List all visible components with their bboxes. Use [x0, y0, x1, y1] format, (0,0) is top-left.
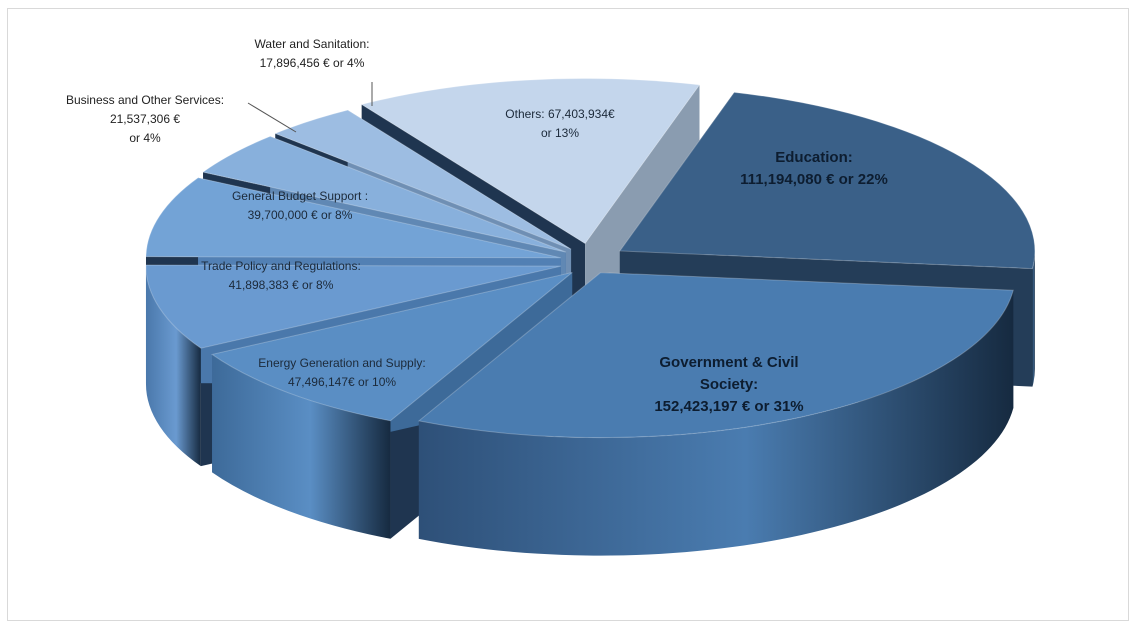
slice-label-7: Others: 67,403,934€ or 13%	[505, 107, 615, 140]
slice-label-line: 152,423,197 € or 31%	[654, 398, 803, 415]
slice-label-line: 17,896,456 € or 4%	[260, 56, 365, 70]
slice-label-4: General Budget Support : 39,700,000 € or …	[232, 189, 368, 222]
slice-label-line: Education:	[775, 149, 853, 166]
slice-top-face	[145, 177, 562, 259]
slice-label-line: Energy Generation and Supply:	[258, 356, 425, 370]
slice-label-line: 47,496,147€ or 10%	[288, 375, 396, 389]
slice-label-line: Others: 67,403,934€	[505, 107, 615, 121]
slice-label-line: or 4%	[129, 131, 161, 145]
slice-label-line: Society:	[700, 376, 758, 393]
leader-line-0	[247, 102, 297, 133]
slice-label-2: Energy Generation and Supply: 47,496,147€…	[258, 356, 425, 389]
slice-top-face	[145, 264, 562, 349]
slice-label-line: 39,700,000 € or 8%	[248, 208, 353, 222]
slice-label-line: 41,898,383 € or 8%	[229, 278, 334, 292]
slice-label-line: Government & Civil	[659, 354, 798, 371]
slice-label-1: Government & Civil Society: 152,423,197 € …	[654, 354, 803, 415]
slice-outer-wall	[212, 354, 391, 539]
pie-slice-1	[417, 272, 1014, 556]
slice-label-line: 21,537,306 €	[110, 112, 180, 126]
slice-label-line: or 13%	[541, 126, 579, 140]
slice-outer-wall	[1032, 250, 1035, 387]
slice-top-face	[273, 109, 572, 250]
slice-top-face	[360, 77, 701, 245]
slice-label-line: Water and Sanitation:	[255, 37, 370, 51]
slice-label-line: General Budget Support :	[232, 189, 368, 203]
slice-label-line: Business and Other Services:	[66, 93, 224, 107]
slice-label-6: Water and Sanitation: 17,896,456 € or 4%	[255, 37, 370, 70]
slice-outer-wall	[418, 290, 1014, 556]
slice-label-line: 111,194,080 € or 22%	[740, 171, 888, 188]
slice-top-face	[417, 272, 1014, 439]
slice-label-5: Business and Other Services: 21,537,306 €…	[66, 93, 224, 145]
slice-label-line: Trade Policy and Regulations:	[201, 259, 361, 273]
slice-top-face	[618, 91, 1036, 270]
slice-top-face	[210, 271, 573, 422]
slice-top-face	[201, 135, 567, 253]
slice-label-0: Education: 111,194,080 € or 22%	[740, 149, 888, 188]
slice-outer-wall	[145, 266, 201, 467]
slice-label-3: Trade Policy and Regulations: 41,898,383 …	[201, 259, 361, 292]
